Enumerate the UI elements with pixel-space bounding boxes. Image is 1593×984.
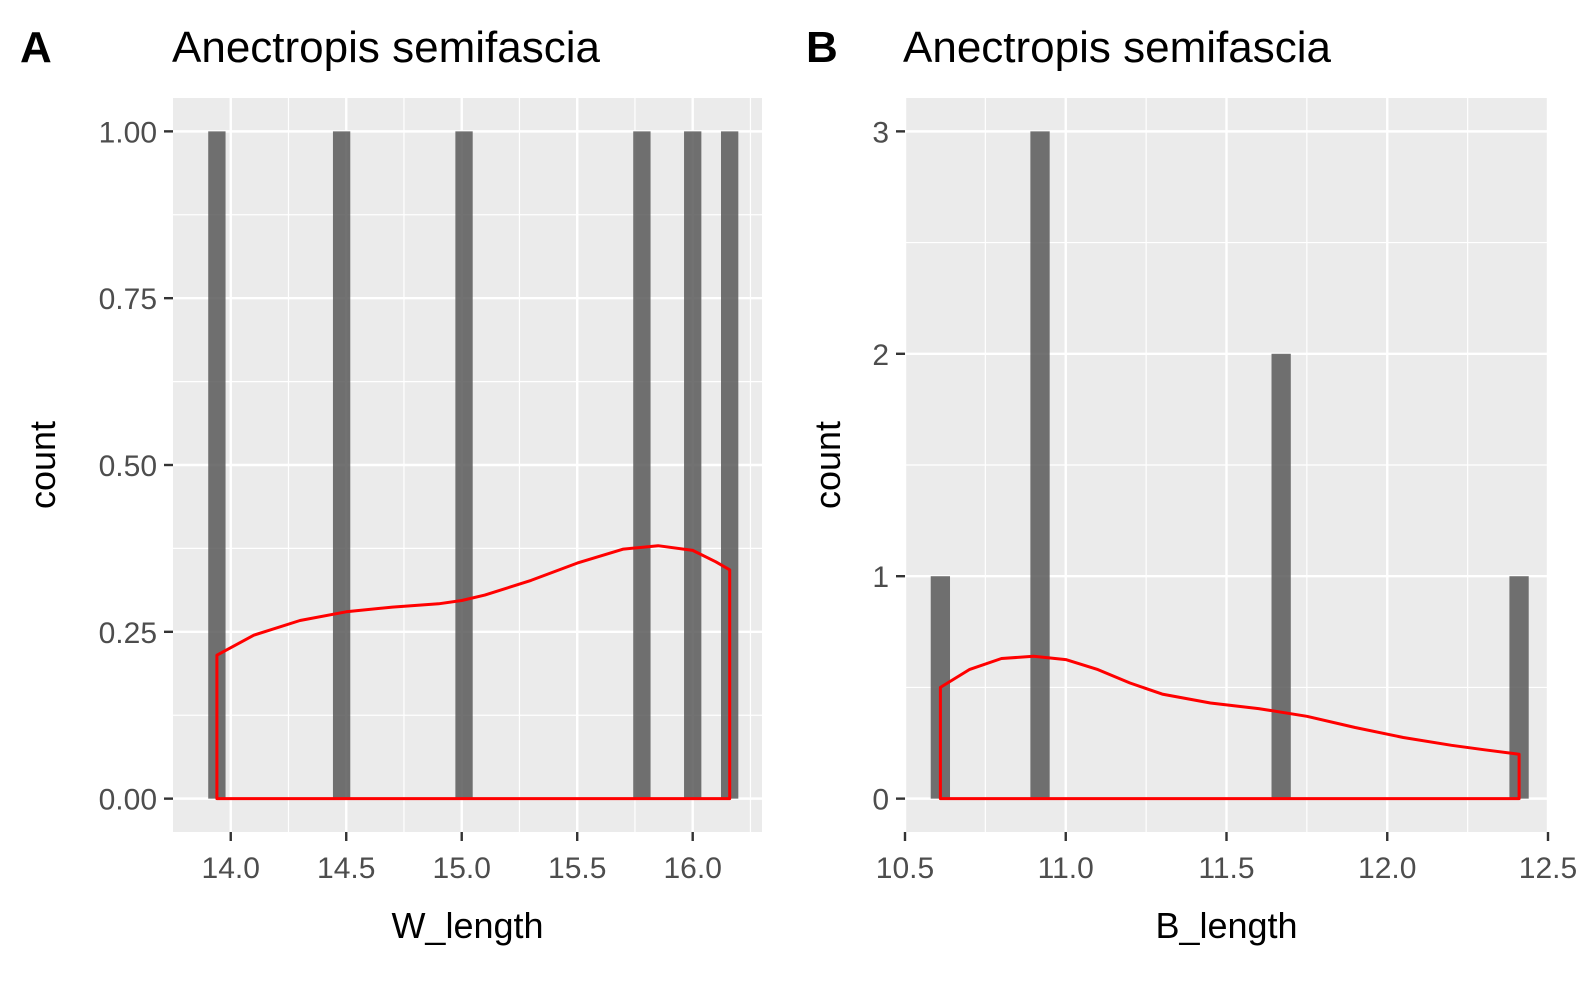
y-tick-label: 2 bbox=[872, 339, 889, 372]
panel-a: 0.00 0.25 0.50 0.75 1.00 14.0 14.5 15.0 15.5 16.0… bbox=[20, 23, 762, 946]
histogram-bar bbox=[455, 131, 473, 799]
panel-tag: A bbox=[20, 23, 52, 72]
y-tick-label: 0.00 bbox=[99, 784, 157, 817]
y-tick-label: 3 bbox=[872, 116, 889, 149]
y-tick-label: 0.75 bbox=[99, 283, 157, 316]
y-tick-label: 0.50 bbox=[99, 450, 157, 483]
panel-b: 0 1 2 3 10.5 11.0 11.5 12.0 12.5 B_length count B An… bbox=[806, 23, 1577, 946]
y-tick-label: 1 bbox=[872, 561, 889, 594]
y-tick-label: 1.00 bbox=[99, 116, 157, 149]
chart-title: Anectropis semifascia bbox=[172, 23, 600, 72]
x-tick-label: 12.5 bbox=[1519, 852, 1577, 885]
density-curve bbox=[938, 654, 1521, 801]
x-tick-label: 11.0 bbox=[1038, 852, 1094, 885]
y-tick-label: 0 bbox=[872, 784, 889, 817]
y-tick-label: 0.25 bbox=[99, 617, 157, 650]
histogram-bar bbox=[684, 131, 702, 799]
y-axis-title: count bbox=[22, 421, 63, 509]
x-tick-label: 10.5 bbox=[876, 852, 934, 885]
chart-title: Anectropis semifascia bbox=[903, 23, 1331, 72]
histogram-bar bbox=[332, 131, 351, 799]
histogram-bar bbox=[208, 131, 226, 799]
density-curve bbox=[215, 544, 732, 801]
histogram-bar bbox=[1509, 576, 1529, 799]
panel-tag: B bbox=[806, 23, 838, 72]
x-tick-label: 12.0 bbox=[1358, 852, 1416, 885]
x-tick-label: 15.5 bbox=[548, 852, 606, 885]
x-tick-label: 14.0 bbox=[202, 852, 260, 885]
x-tick-label: 11.5 bbox=[1198, 852, 1254, 885]
histogram-bar bbox=[633, 131, 651, 799]
histogram-bar bbox=[1030, 131, 1050, 799]
x-tick-label: 15.0 bbox=[433, 852, 491, 885]
histogram-bar bbox=[721, 131, 739, 799]
x-tick-label: 16.0 bbox=[664, 852, 722, 885]
x-tick-label: 14.5 bbox=[317, 852, 375, 885]
x-axis-title: W_length bbox=[391, 905, 543, 946]
y-axis-title: count bbox=[807, 421, 848, 509]
x-axis-title: B_length bbox=[1155, 905, 1297, 946]
histogram-bar bbox=[1271, 353, 1291, 799]
